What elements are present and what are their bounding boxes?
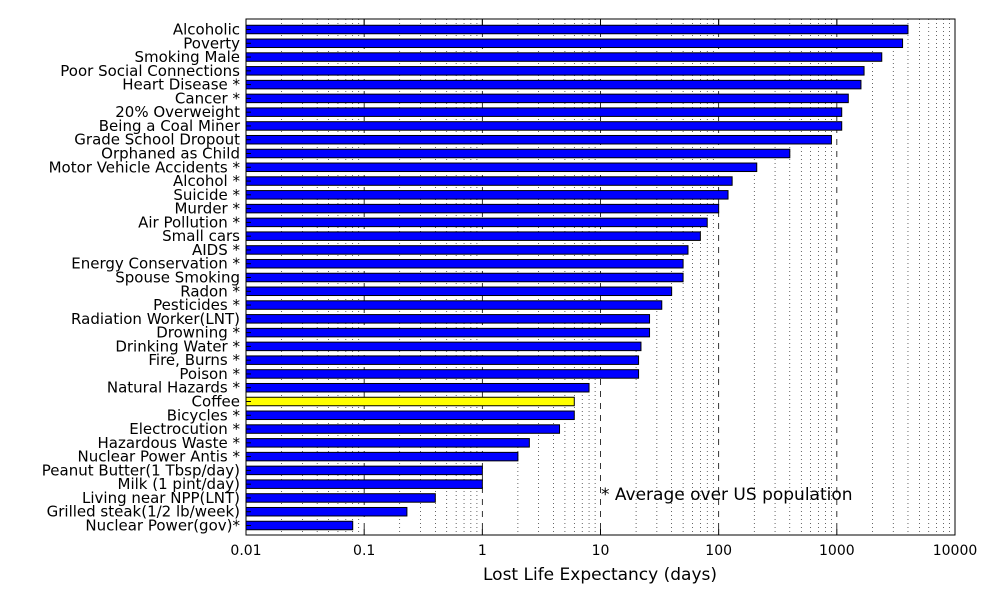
bar: [245, 231, 701, 241]
category-label: Living near NPP(LNT): [82, 489, 240, 507]
bar: [245, 382, 590, 393]
bar: [245, 176, 733, 186]
category-label: Grilled steak(1/2 lb/week): [47, 503, 240, 521]
bar: [245, 438, 530, 448]
x-tick-label: 10000: [933, 543, 978, 559]
category-label: Milk (1 pint/day): [118, 475, 240, 493]
category-label: Radiation Worker(LNT): [71, 310, 240, 328]
bar: [245, 327, 651, 338]
category-label: Fire, Burns *: [148, 351, 240, 369]
category-label: Poor Social Connections: [60, 62, 240, 80]
bar: [245, 424, 561, 434]
category-label: Murder *: [174, 200, 240, 218]
bar-layer: [245, 24, 909, 531]
category-label: Nuclear Power Antis *: [77, 448, 240, 466]
bar: [245, 245, 689, 255]
category-label: Radon *: [180, 282, 240, 300]
bar: [245, 162, 758, 173]
category-label: Nuclear Power(gov)*: [85, 517, 240, 535]
bar: [245, 493, 436, 503]
bar: [245, 465, 483, 476]
category-label: Alcohol *: [173, 172, 240, 190]
category-label: Cancer *: [175, 89, 241, 107]
bar: [245, 286, 673, 297]
bar: [245, 107, 843, 117]
category-label: AIDS *: [192, 241, 241, 259]
category-label: Hazardous Waste *: [98, 434, 241, 452]
category-label: Orphaned as Child: [101, 145, 240, 163]
bar: [245, 79, 862, 90]
category-label: Small cars: [162, 227, 240, 245]
category-label: Pesticides *: [153, 296, 240, 314]
x-tick-label: 10: [592, 543, 610, 559]
category-label: Smoking Male: [135, 48, 241, 66]
x-tick-layer: 0.01 0.1 1 10 100 1000 10000: [230, 19, 977, 559]
bar: [245, 258, 684, 269]
bar: [245, 479, 483, 489]
category-label: Peanut Butter(1 Tbsp/day): [42, 461, 240, 479]
bar: [245, 272, 684, 283]
category-label: Suicide *: [173, 186, 240, 204]
bar: [245, 66, 865, 76]
bar: [245, 355, 640, 365]
category-label: Drinking Water *: [115, 337, 240, 355]
annotation-note: * Average over US population: [601, 485, 853, 505]
bar: [245, 314, 651, 324]
bar: [245, 52, 883, 62]
bar: [245, 121, 843, 131]
bar: [245, 203, 720, 214]
bar: [245, 410, 575, 421]
bar: [245, 520, 354, 531]
bar: [245, 93, 849, 104]
category-label: Poverty: [183, 34, 240, 52]
category-label: Heart Disease *: [122, 76, 240, 94]
bar: [245, 38, 904, 49]
bar: [245, 217, 708, 228]
bar: [245, 148, 791, 159]
bar: [245, 300, 663, 310]
category-label: Bicycles *: [167, 406, 241, 424]
category-label: Drowning *: [156, 324, 240, 342]
bar: [245, 369, 640, 379]
x-tick-label: 100: [705, 543, 732, 559]
bar: [245, 24, 909, 35]
bar: [245, 451, 519, 462]
category-label: Grade School Dropout: [74, 131, 240, 149]
category-label: Air Pollution *: [138, 213, 240, 231]
category-label: Motor Vehicle Accidents *: [49, 158, 241, 176]
category-label: Coffee: [192, 393, 240, 411]
x-tick-label: 1000: [819, 543, 855, 559]
bar: [245, 134, 832, 145]
category-label: Spouse Smoking: [115, 269, 240, 287]
category-label: Alcoholic: [173, 21, 240, 39]
x-tick-label: 0.1: [353, 543, 375, 559]
category-label: Electrocution *: [129, 420, 240, 438]
x-tick-label: 0.01: [230, 543, 261, 559]
category-label: 20% Overweight: [115, 103, 240, 121]
bar: [245, 341, 642, 352]
category-label: Poison *: [179, 365, 240, 383]
category-label: Energy Conservation *: [71, 255, 240, 273]
x-axis-title: Lost Life Expectancy (days): [483, 565, 717, 585]
x-tick-label: 1: [478, 543, 487, 559]
category-label: Natural Hazards *: [107, 379, 241, 397]
bar: [245, 506, 408, 517]
bar: [245, 190, 729, 200]
bar: [245, 396, 575, 407]
category-label: Being a Coal Miner: [99, 117, 241, 135]
